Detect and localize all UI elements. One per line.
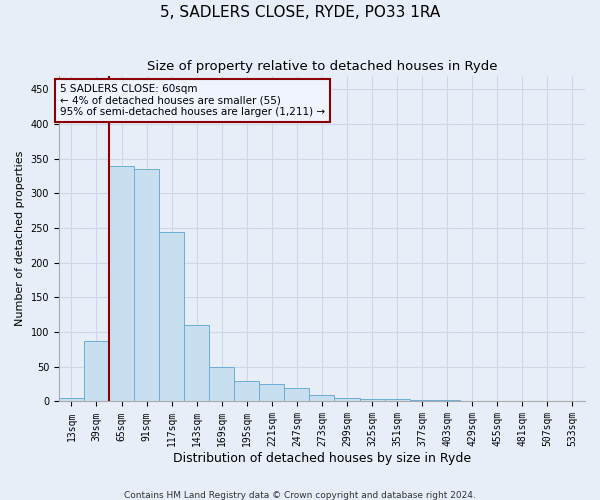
Text: 5, SADLERS CLOSE, RYDE, PO33 1RA: 5, SADLERS CLOSE, RYDE, PO33 1RA [160,5,440,20]
Bar [434,400,460,402]
Bar [535,401,560,402]
Bar [460,401,485,402]
X-axis label: Distribution of detached houses by size in Ryde: Distribution of detached houses by size … [173,452,471,465]
Text: 5 SADLERS CLOSE: 60sqm
← 4% of detached houses are smaller (55)
95% of semi-deta: 5 SADLERS CLOSE: 60sqm ← 4% of detached … [60,84,325,117]
Bar [359,398,385,402]
Bar [159,232,184,402]
Bar [485,401,510,402]
Bar [510,401,535,402]
Title: Size of property relative to detached houses in Ryde: Size of property relative to detached ho… [147,60,497,73]
Y-axis label: Number of detached properties: Number of detached properties [15,151,25,326]
Bar [310,394,334,402]
Bar [184,325,209,402]
Bar [410,400,434,402]
Bar [134,169,159,402]
Bar [385,400,410,402]
Bar [209,367,234,402]
Bar [59,398,84,402]
Bar [84,341,109,402]
Bar [334,398,359,402]
Bar [259,384,284,402]
Bar [109,166,134,402]
Bar [284,388,310,402]
Bar [234,380,259,402]
Text: Contains HM Land Registry data © Crown copyright and database right 2024.: Contains HM Land Registry data © Crown c… [124,490,476,500]
